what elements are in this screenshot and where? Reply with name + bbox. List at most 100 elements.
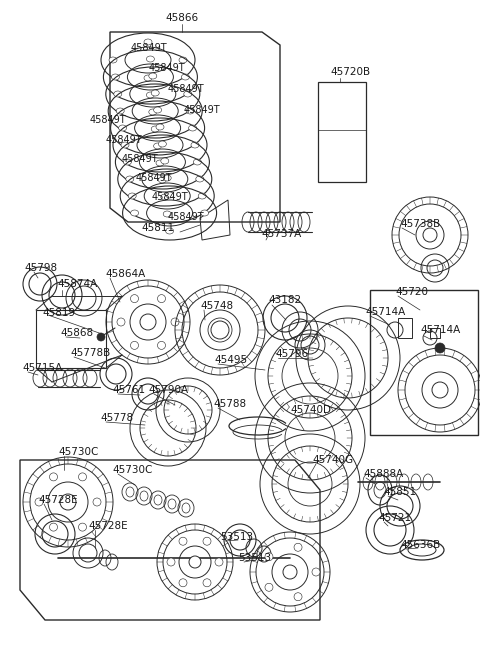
Ellipse shape — [193, 159, 202, 165]
Ellipse shape — [93, 498, 101, 506]
Text: 45721: 45721 — [378, 513, 411, 523]
Ellipse shape — [265, 583, 273, 591]
Ellipse shape — [154, 107, 162, 113]
Text: 45636B: 45636B — [400, 540, 440, 550]
Text: 45728E: 45728E — [88, 521, 128, 531]
Ellipse shape — [156, 124, 164, 130]
Text: 43182: 43182 — [268, 295, 301, 305]
Ellipse shape — [163, 211, 171, 217]
Ellipse shape — [198, 193, 206, 199]
Ellipse shape — [156, 160, 164, 166]
Text: 45715A: 45715A — [22, 363, 62, 373]
Ellipse shape — [203, 538, 211, 545]
Ellipse shape — [161, 158, 169, 164]
Ellipse shape — [191, 142, 199, 148]
Text: 45738B: 45738B — [400, 219, 440, 229]
Text: 45778B: 45778B — [70, 348, 110, 358]
Ellipse shape — [189, 125, 197, 131]
Text: 45740G: 45740G — [312, 455, 353, 465]
Text: 45849T: 45849T — [89, 115, 126, 125]
Ellipse shape — [144, 39, 152, 45]
Text: 45798: 45798 — [24, 263, 57, 273]
Text: 45714A: 45714A — [365, 307, 405, 317]
Ellipse shape — [161, 194, 169, 200]
Text: 45761: 45761 — [112, 385, 145, 395]
Ellipse shape — [144, 75, 152, 81]
Text: 45796: 45796 — [275, 349, 308, 359]
Text: 45811: 45811 — [142, 223, 175, 233]
Ellipse shape — [109, 57, 117, 63]
Ellipse shape — [116, 108, 124, 114]
Ellipse shape — [294, 544, 302, 551]
Ellipse shape — [179, 579, 187, 587]
Text: 45788: 45788 — [213, 399, 246, 409]
Ellipse shape — [179, 57, 187, 63]
Text: 45720: 45720 — [395, 287, 428, 297]
Ellipse shape — [154, 143, 162, 149]
Text: 45851: 45851 — [383, 487, 416, 497]
Ellipse shape — [49, 473, 58, 481]
Ellipse shape — [126, 176, 134, 182]
Ellipse shape — [312, 568, 320, 576]
Bar — [398, 318, 412, 338]
Ellipse shape — [196, 176, 204, 182]
Text: 45778: 45778 — [100, 413, 133, 423]
Text: 45868: 45868 — [60, 328, 93, 338]
Ellipse shape — [171, 318, 179, 326]
Ellipse shape — [146, 92, 155, 98]
Ellipse shape — [163, 175, 171, 181]
Ellipse shape — [97, 333, 105, 341]
Text: 45720B: 45720B — [330, 67, 370, 77]
Ellipse shape — [114, 91, 122, 97]
Bar — [318, 82, 366, 182]
Ellipse shape — [119, 125, 127, 131]
Ellipse shape — [211, 321, 229, 339]
Text: 45849T: 45849T — [135, 173, 172, 183]
Ellipse shape — [35, 498, 43, 506]
Ellipse shape — [179, 538, 187, 545]
Ellipse shape — [157, 342, 166, 350]
Text: 45874A: 45874A — [57, 279, 97, 289]
Text: 45849T: 45849T — [131, 43, 167, 53]
Ellipse shape — [49, 523, 58, 531]
Ellipse shape — [149, 109, 157, 115]
Ellipse shape — [166, 228, 174, 234]
Ellipse shape — [283, 565, 297, 579]
Ellipse shape — [60, 494, 76, 510]
Ellipse shape — [146, 56, 155, 62]
Ellipse shape — [131, 295, 139, 303]
Text: 45748: 45748 — [200, 301, 233, 311]
Ellipse shape — [117, 318, 125, 326]
Text: 45888A: 45888A — [363, 469, 403, 479]
Ellipse shape — [128, 193, 136, 199]
Ellipse shape — [111, 74, 120, 80]
Ellipse shape — [294, 592, 302, 600]
Ellipse shape — [149, 73, 157, 79]
Ellipse shape — [203, 579, 211, 587]
Ellipse shape — [158, 141, 167, 147]
Text: 45849T: 45849T — [148, 63, 185, 73]
Text: 45728E: 45728E — [38, 495, 78, 505]
Text: 45730C: 45730C — [112, 465, 152, 475]
Ellipse shape — [189, 556, 201, 568]
Bar — [370, 290, 478, 435]
Text: 45714A: 45714A — [420, 325, 460, 335]
Ellipse shape — [157, 295, 166, 303]
Text: 45849T: 45849T — [106, 135, 142, 145]
Ellipse shape — [79, 523, 86, 531]
Ellipse shape — [181, 74, 190, 80]
Ellipse shape — [121, 142, 129, 148]
Text: 45819: 45819 — [42, 308, 75, 318]
Text: 45730C: 45730C — [58, 447, 98, 457]
Text: 45849T: 45849T — [168, 212, 204, 222]
Ellipse shape — [265, 553, 273, 561]
Text: 45737A: 45737A — [261, 229, 301, 239]
Ellipse shape — [151, 90, 159, 96]
Text: 45849T: 45849T — [121, 154, 158, 164]
Text: 45866: 45866 — [166, 13, 199, 23]
Text: 45790A: 45790A — [148, 385, 188, 395]
Text: 45849T: 45849T — [168, 84, 204, 94]
Text: 45849T: 45849T — [183, 105, 220, 115]
Ellipse shape — [158, 177, 167, 183]
Ellipse shape — [423, 228, 437, 242]
